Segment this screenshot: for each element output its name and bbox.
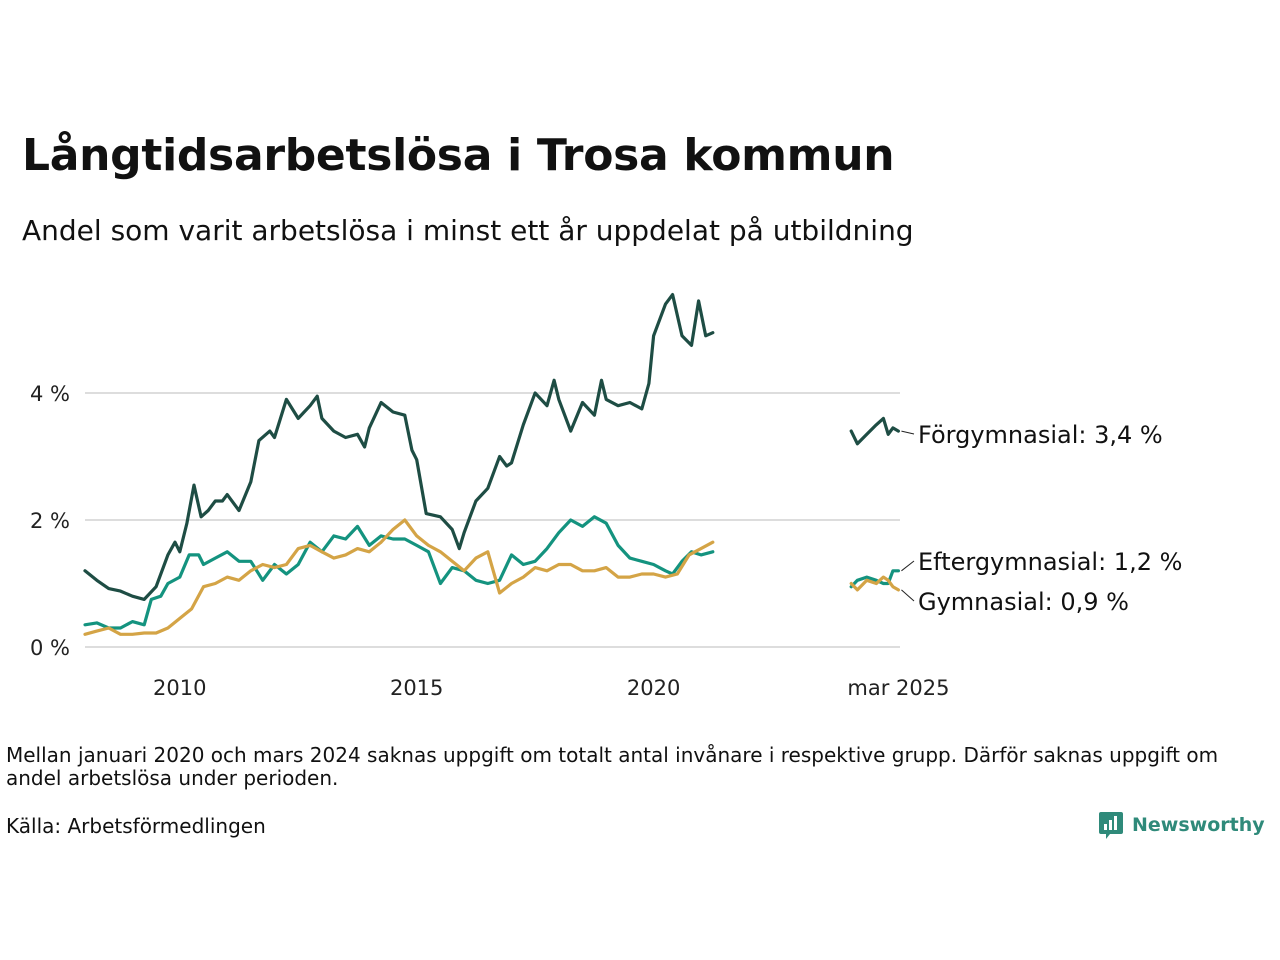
y-tick-label: 0 % <box>30 636 70 660</box>
series-line-förgymnasial <box>83 293 715 601</box>
leader-line <box>901 589 915 602</box>
chart-subtitle: Andel som varit arbetslösa i minst ett å… <box>22 214 914 247</box>
y-tick-label: 2 % <box>30 509 70 533</box>
series-line-gymnasial <box>849 575 900 592</box>
series-line-eftergymnasial <box>83 515 715 630</box>
leader-line <box>901 560 915 572</box>
newsworthy-logo-icon <box>1099 812 1123 839</box>
series-lines <box>83 293 900 636</box>
x-tick-label: mar 2025 <box>847 676 949 700</box>
source-text: Källa: Arbetsförmedlingen <box>6 814 266 838</box>
x-tick-label: 2020 <box>627 676 680 700</box>
series-end-labels: Förgymnasial: 3,4 % Eftergymnasial: 1,2 %… <box>901 421 1182 616</box>
brand-name: Newsworthy <box>1132 814 1265 836</box>
line-chart: 0 % 2 % 4 % 2010 2015 2020 mar 2025 Förgymnas… <box>30 293 1182 700</box>
leader-line <box>901 430 915 435</box>
x-axis-ticks: 2010 2015 2020 mar 2025 <box>153 676 949 700</box>
x-tick-label: 2015 <box>390 676 443 700</box>
series-label-gymnasial: Gymnasial: 0,9 % <box>918 588 1129 616</box>
y-tick-label: 4 % <box>30 382 70 406</box>
series-line-förgymnasial <box>849 416 900 446</box>
series-label-förgymnasial: Förgymnasial: 3,4 % <box>918 421 1163 449</box>
series-label-eftergymnasial: Eftergymnasial: 1,2 % <box>918 548 1182 576</box>
chart-title: Långtidsarbetslösa i Trosa kommun <box>22 130 895 181</box>
gridlines <box>85 392 900 648</box>
brand-logo[interactable]: Newsworthy <box>1098 810 1265 840</box>
y-axis-ticks: 0 % 2 % 4 % <box>30 382 70 660</box>
series-line-gymnasial <box>83 518 715 636</box>
x-tick-label: 2010 <box>153 676 206 700</box>
footnote: Mellan januari 2020 och mars 2024 saknas… <box>6 743 1219 790</box>
